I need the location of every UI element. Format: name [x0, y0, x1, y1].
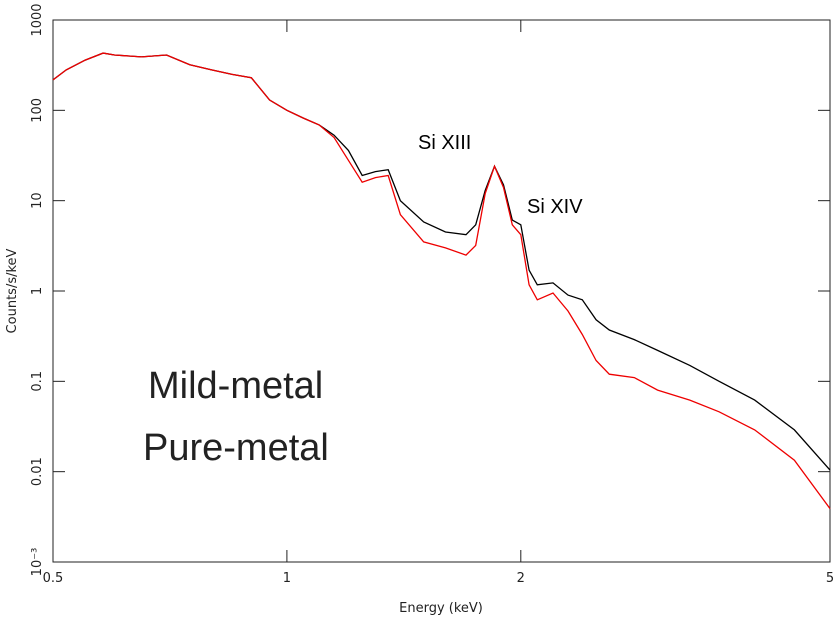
y-tick-label: 1000: [30, 3, 45, 36]
legend-label: Pure-metal: [143, 427, 329, 469]
annotation: Si XIII: [418, 132, 471, 154]
x-tick-label: 2: [517, 571, 525, 586]
x-axis-label: Energy (keV): [399, 601, 483, 616]
y-tick-label: 10⁻³: [30, 548, 45, 577]
y-tick-label: 1: [30, 287, 45, 295]
x-tick-label: 5: [826, 571, 834, 586]
y-tick-label: 0.1: [30, 371, 45, 392]
y-tick-label: 10: [30, 192, 45, 209]
x-tick-label: 1: [283, 571, 291, 586]
y-tick-label: 100: [30, 98, 45, 123]
legend-label: Mild-metal: [148, 365, 323, 407]
annotation: Si XIV: [527, 196, 583, 218]
spectrum-line: [52, 52, 831, 471]
plot-frame: [52, 19, 831, 563]
x-tick-label: 0.5: [43, 571, 64, 586]
y-axis-label: Counts/s/keV: [5, 248, 20, 333]
spectrum-line: [52, 52, 831, 509]
y-tick-label: 0.01: [30, 457, 45, 486]
